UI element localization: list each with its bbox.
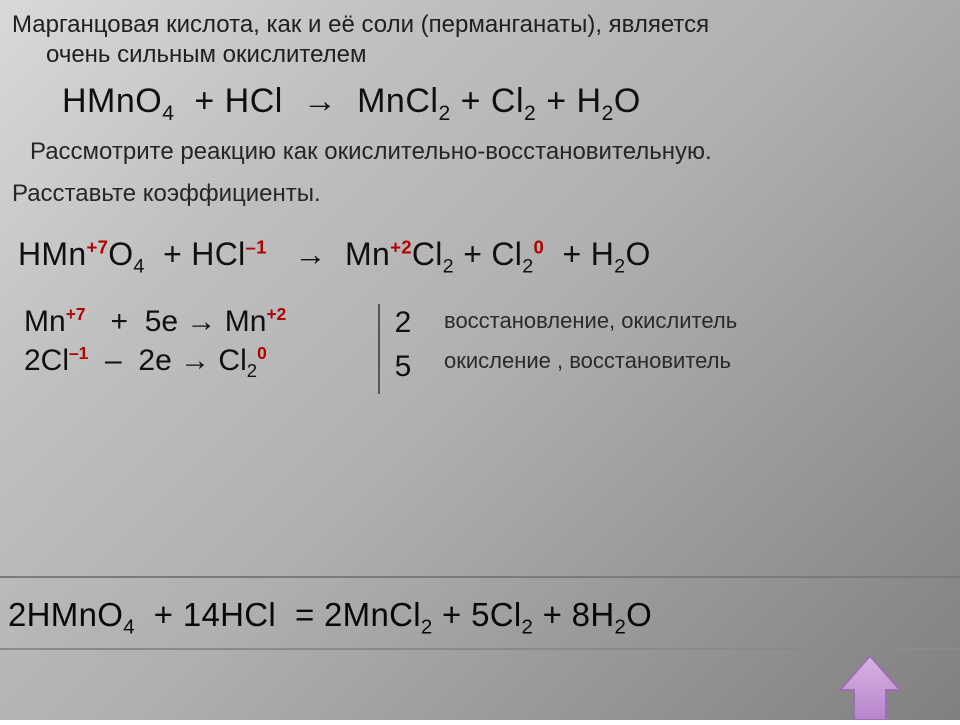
intro-line2: очень сильным окислителем (12, 40, 948, 70)
process-labels: восстановление, окислитель окисление , в… (416, 304, 737, 374)
intro-text: Марганцовая кислота, как и её соли (перм… (12, 10, 948, 70)
half-reaction-2: 2Cl–1 – 2e → Cl20 (24, 343, 372, 382)
half-reaction-1: Mn+7 + 5e → Mn+2 (24, 304, 372, 339)
separator-bottom (0, 648, 960, 650)
half-reactions-block: Mn+7 + 5e → Mn+2 2Cl–1 – 2e → Cl20 2 5 в… (12, 304, 948, 388)
half-reactions-column: Mn+7 + 5e → Mn+2 2Cl–1 – 2e → Cl20 (24, 304, 372, 382)
label-oxidation: окисление , восстановитель (444, 348, 737, 374)
divider-1 (378, 304, 380, 394)
label-reduction: восстановление, окислитель (444, 308, 737, 334)
task-text: Рассмотрите реакцию как окислительно-вос… (12, 138, 948, 166)
coeff-text: Расставьте коэффициенты. (12, 180, 948, 208)
multiplier-1: 2 (390, 306, 416, 340)
intro-line1: Марганцовая кислота, как и её соли (перм… (12, 11, 709, 38)
up-arrow-icon (836, 654, 904, 720)
multiplier-2: 5 (390, 350, 416, 384)
equation-balanced: 2HMnO4 + 14HCl = 2MnCl2 + 5Cl2 + 8H2O (8, 596, 652, 640)
multipliers-column: 2 5 (390, 304, 416, 384)
equation-oxidation-states: HMn+7O4 + HCl–1 → Mn+2Cl2 + Cl20 + H2O (12, 236, 948, 278)
equation-unbalanced: HMnO4 + HCl → MnCl2 + Cl2 + H2O (12, 82, 948, 126)
separator-top (0, 576, 960, 578)
